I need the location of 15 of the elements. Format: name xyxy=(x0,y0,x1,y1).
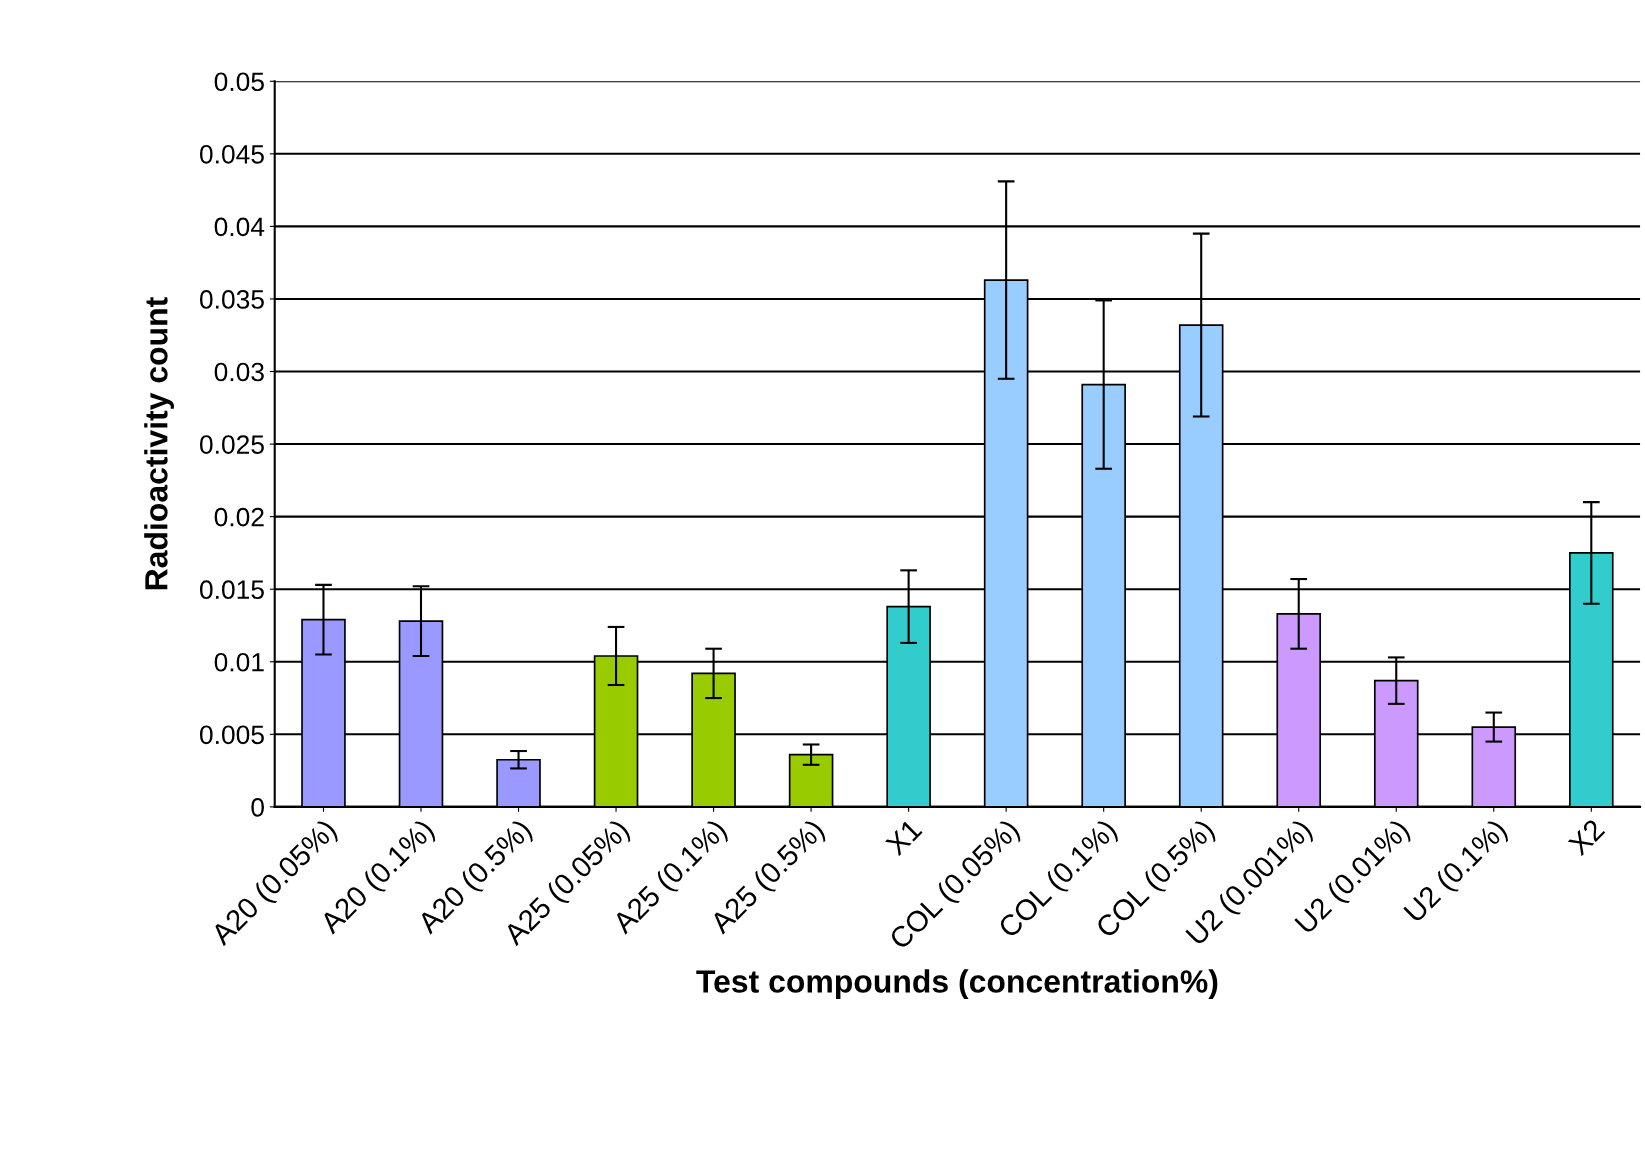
y-tick-label: 0.005 xyxy=(199,725,264,745)
y-tick-label: 0.02 xyxy=(214,507,264,527)
y-tick-label: 0.045 xyxy=(199,144,264,164)
x-axis-title: Test compounds (concentration%) xyxy=(696,969,1218,1000)
y-tick-label: 0.015 xyxy=(199,580,264,600)
y-tick-label: 0.04 xyxy=(214,217,265,237)
y-tick-label: 0.01 xyxy=(214,652,264,672)
y-axis-title: Radioactivity count xyxy=(144,297,174,590)
y-tick-label: 0.035 xyxy=(199,290,264,309)
x-tick-label: X1 xyxy=(884,818,923,857)
x-tick-label: X2 xyxy=(1567,818,1606,857)
y-tick-label: 0 xyxy=(251,798,264,817)
y-tick-label: 0.03 xyxy=(214,362,264,382)
y-tick-label: 0.025 xyxy=(199,435,264,454)
y-tick-label: 0.05 xyxy=(214,72,264,92)
